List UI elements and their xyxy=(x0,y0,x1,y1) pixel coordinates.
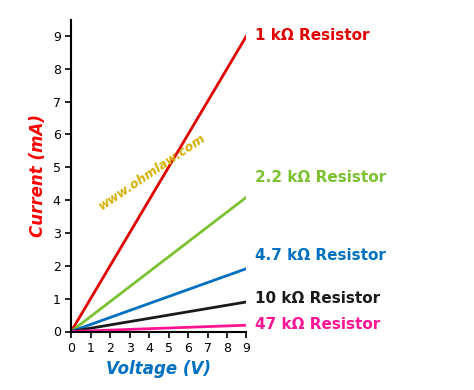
Text: 2.2 kΩ Resistor: 2.2 kΩ Resistor xyxy=(255,170,386,184)
Text: 47 kΩ Resistor: 47 kΩ Resistor xyxy=(255,317,380,332)
Text: 10 kΩ Resistor: 10 kΩ Resistor xyxy=(255,291,380,306)
Text: www.ohmlaw.com: www.ohmlaw.com xyxy=(96,132,208,213)
Text: 4.7 kΩ Resistor: 4.7 kΩ Resistor xyxy=(255,248,386,264)
Y-axis label: Current (mA): Current (mA) xyxy=(29,114,47,237)
X-axis label: Voltage (V): Voltage (V) xyxy=(106,360,211,378)
Text: 1 kΩ Resistor: 1 kΩ Resistor xyxy=(255,28,369,43)
